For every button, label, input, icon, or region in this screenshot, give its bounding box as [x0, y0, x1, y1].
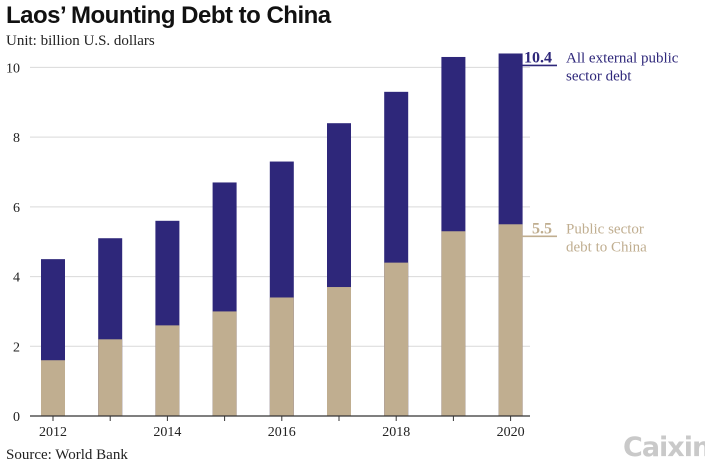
annotation-label-0: sector debt [566, 68, 632, 84]
bar-china-2014 [155, 325, 180, 416]
annotation-value-1: 5.5 [532, 220, 552, 237]
y-tick-label: 6 [13, 201, 20, 216]
bar-china-2018 [384, 262, 409, 416]
y-tick-label: 4 [13, 271, 20, 286]
axes: 0 2 4 6 8 10 2012 2014 2016 2018 2020 [6, 61, 530, 440]
bars [41, 53, 523, 416]
y-tick-label: 8 [13, 131, 20, 146]
y-tick-label: 2 [13, 340, 20, 355]
source-note: Source: World Bank [6, 447, 128, 463]
annotation-label-1: Public sector [566, 221, 644, 237]
annotations: 10.4 All external public sector debt 5.5 Pub… [520, 49, 679, 255]
annotation-value-0: 10.4 [524, 49, 552, 66]
bar-china-2015 [212, 311, 237, 416]
x-tick-label: 2018 [382, 425, 410, 440]
bar-china-2019 [441, 231, 466, 416]
bar-china-2013 [98, 339, 123, 416]
x-tick-label: 2016 [268, 425, 296, 440]
bar-china-2017 [327, 287, 351, 416]
bar-china-2020 [498, 224, 523, 416]
x-tick-label: 2012 [39, 425, 67, 440]
caixin-logo: Caixin [623, 432, 705, 463]
bar-china-2012 [41, 360, 65, 416]
annotation-label-1: debt to China [566, 239, 647, 255]
annotation-label-0: All external public [566, 50, 679, 66]
x-tick-label: 2014 [153, 425, 181, 440]
chart-title: Laos’ Mounting Debt to China [6, 2, 331, 29]
y-tick-label: 10 [6, 61, 20, 76]
x-tick-label: 2020 [497, 425, 525, 440]
bar-china-2016 [269, 297, 294, 416]
y-tick-label: 0 [13, 410, 20, 425]
unit-label: Unit: billion U.S. dollars [6, 33, 155, 49]
